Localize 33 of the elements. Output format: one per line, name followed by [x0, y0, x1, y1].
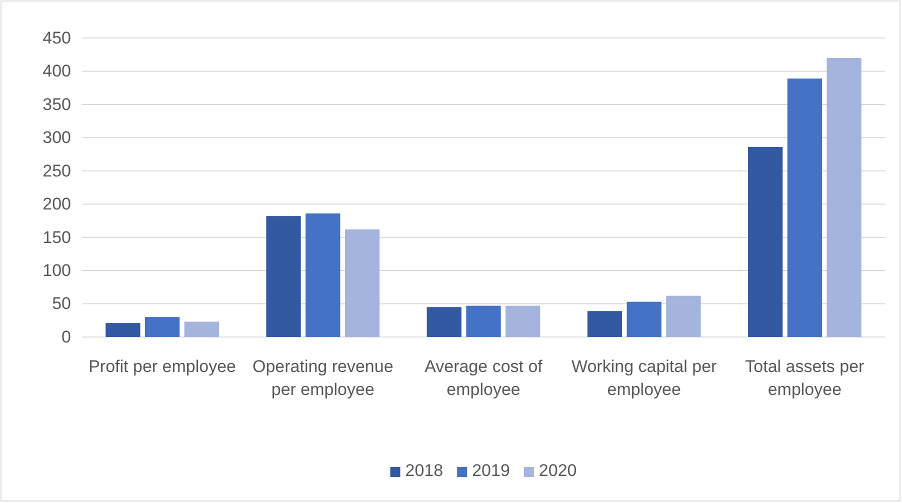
y-tick-label: 400 — [42, 62, 71, 81]
bar — [144, 317, 180, 337]
x-tick-label: Operating revenue per employee — [252, 357, 394, 399]
x-tick-label: Working capital per employee — [572, 357, 718, 399]
y-tick-label: 300 — [42, 128, 71, 148]
bar — [426, 307, 462, 337]
x-tick-label: Profit per employee — [88, 357, 236, 376]
x-tick-label: Average cost of employee — [424, 357, 543, 399]
bar — [748, 146, 783, 337]
y-tick-label: 150 — [42, 228, 71, 247]
bar — [106, 323, 140, 337]
y-tick-label: 100 — [42, 260, 71, 280]
x-tick-label: Total assets per employee — [745, 357, 865, 399]
y-tick-label: 450 — [42, 28, 71, 48]
y-tick-label: 350 — [42, 94, 71, 114]
bar — [826, 58, 862, 337]
bar — [306, 213, 340, 337]
bar — [266, 216, 301, 337]
bar — [344, 229, 380, 337]
y-tick-label: 0 — [62, 327, 71, 346]
y-tick-label: 50 — [52, 294, 71, 314]
bar — [666, 296, 701, 337]
bar — [184, 322, 219, 337]
bar — [787, 78, 822, 337]
bar — [626, 302, 662, 337]
bar — [587, 311, 622, 337]
legend-label: 2020 — [538, 461, 577, 480]
y-tick-label: 200 — [42, 194, 71, 214]
legend-label: 2018 — [405, 461, 444, 480]
bar — [506, 306, 540, 337]
bar — [466, 306, 501, 337]
legend-label: 2019 — [472, 461, 510, 480]
y-tick-label: 250 — [42, 161, 71, 180]
